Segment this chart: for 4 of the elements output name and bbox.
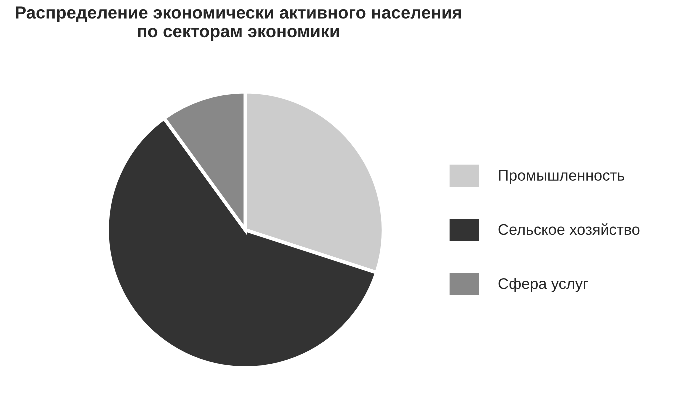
legend-label: Сельское хозяйство (498, 224, 640, 236)
chart-title: Распределение экономически активного населения по секторам экономики (16, 6, 462, 42)
legend-label: Сфера услуг (498, 278, 588, 292)
legend-label: Промышленность (499, 170, 625, 184)
